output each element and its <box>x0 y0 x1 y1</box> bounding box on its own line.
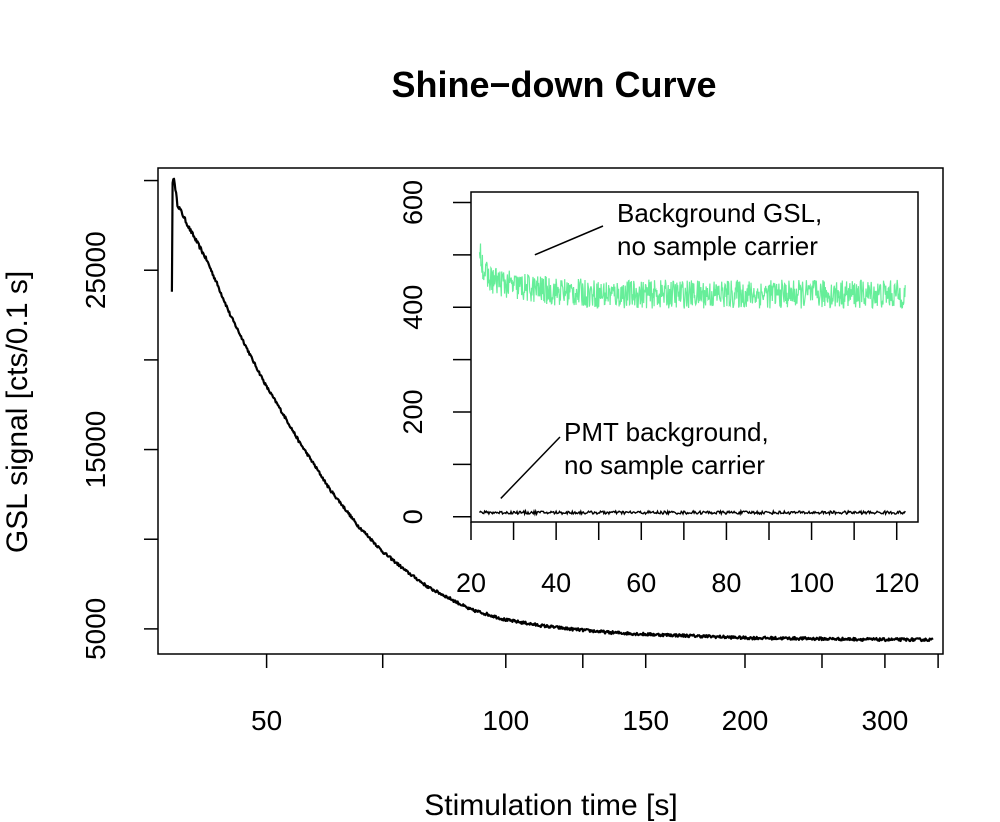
inset-x-tick-label: 20 <box>456 568 486 598</box>
y-axis-label: GSL signal [cts/0.1 s] <box>1 271 34 553</box>
inset-y-tick-label: 0 <box>398 509 428 524</box>
inset-y-tick-label: 200 <box>398 389 428 434</box>
main-x-tick-label: 100 <box>482 705 529 736</box>
annotation-label: no sample carrier <box>564 450 765 480</box>
main-x-tick-label: 50 <box>251 705 282 736</box>
inset-y-tick-label: 400 <box>398 285 428 330</box>
inset-series <box>478 243 906 517</box>
chart-title: Shine−down Curve <box>391 64 716 105</box>
inset-x-tick-label: 40 <box>541 568 571 598</box>
inset-y-tick-label: 600 <box>398 180 428 225</box>
main-y-tick-label: 5000 <box>80 598 111 660</box>
main-y-tick-label: 15000 <box>80 411 111 489</box>
main-plot-frame <box>157 167 944 655</box>
inset-x-tick-label: 60 <box>626 568 656 598</box>
x-axis-label: Stimulation time [s] <box>424 789 677 822</box>
annotation-label: PMT background, <box>564 417 769 447</box>
inset-x-tick-label: 120 <box>874 568 919 598</box>
main-x-tick-label: 200 <box>722 705 769 736</box>
inset-series-pmt-background <box>478 508 906 517</box>
inset-x-tick-label: 100 <box>789 568 834 598</box>
main-series-line <box>170 177 934 643</box>
inset-x-tick-label: 80 <box>711 568 741 598</box>
annotation-label: no sample carrier <box>617 231 818 261</box>
main-y-tick-label: 25000 <box>80 231 111 309</box>
annotation-label: Background GSL, <box>617 198 822 228</box>
main-x-tick-label: 150 <box>622 705 669 736</box>
inset-axes: 20 40 60 80 100 120 0 200 400 600 <box>398 180 919 598</box>
inset-series-gsl-background <box>478 243 906 310</box>
annotation-pointer <box>500 436 561 499</box>
main-series <box>170 177 934 643</box>
inset-plot-frame <box>470 191 919 523</box>
annotation-pointer <box>534 225 604 256</box>
main-x-tick-label: 300 <box>862 705 909 736</box>
